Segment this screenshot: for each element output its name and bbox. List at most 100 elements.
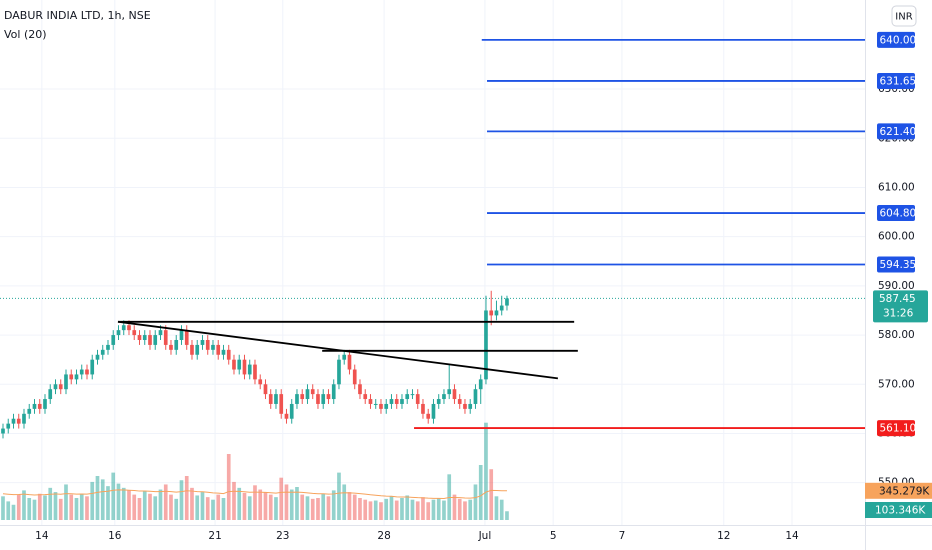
indicator-title: Vol (20) (4, 28, 47, 41)
candle-body (132, 330, 137, 336)
volume-bar (58, 498, 63, 520)
candle-body (205, 339, 210, 350)
volume-bar (195, 495, 200, 520)
candle-body (316, 394, 320, 404)
volume-bar (400, 498, 404, 520)
volume-bar (43, 495, 47, 520)
candle-body (331, 384, 336, 400)
y-tick-label: 590.00 (878, 280, 915, 292)
candle-body (148, 335, 152, 345)
volume-bar (169, 494, 173, 520)
volume-bar (452, 494, 457, 520)
volume-bar (421, 497, 425, 520)
volume-bar (247, 496, 252, 520)
volume-bar (148, 493, 152, 520)
volume-bar (153, 496, 158, 520)
candle-body (95, 354, 100, 360)
trendline (117, 320, 559, 380)
candle-body (358, 384, 362, 395)
volume-bar (32, 499, 37, 520)
volume-bar (95, 476, 100, 520)
candle-body (384, 403, 389, 409)
candle-body (22, 413, 26, 424)
candle-body (43, 399, 47, 409)
candle-body (295, 394, 299, 404)
candle-body (473, 389, 478, 404)
currency-button[interactable] (891, 5, 917, 27)
candle-body (211, 344, 215, 350)
volume-bar (384, 498, 389, 520)
candle-body (263, 384, 268, 395)
candle-body (310, 389, 315, 395)
candle-body (289, 403, 294, 419)
volume-ma-label: 345.279K (879, 485, 930, 497)
x-tick-label: 7 (619, 530, 626, 542)
candle-body (184, 330, 189, 345)
candle-body (436, 399, 441, 404)
candle-body (216, 344, 221, 355)
candle-body (190, 344, 194, 355)
candle-body (27, 408, 32, 414)
candle-body (452, 389, 457, 400)
volume-bar (478, 465, 483, 520)
volume-bar (11, 504, 16, 520)
candle-body (326, 394, 331, 400)
volume-bar (184, 476, 189, 520)
candle-body (494, 310, 499, 316)
volume-bar (331, 490, 336, 520)
volume-bar (137, 498, 142, 520)
volume-bar (347, 492, 352, 520)
volume-bar (163, 484, 168, 520)
last-price-badge (873, 290, 928, 323)
volume-bar (505, 511, 509, 520)
candle-body (410, 394, 415, 396)
candle-body (447, 389, 452, 395)
drawing-layer (0, 38, 865, 429)
volume-bar (142, 491, 147, 520)
volume-bar (415, 501, 420, 520)
volume-bar (263, 492, 268, 520)
volume-bar (489, 469, 494, 520)
candle-body (6, 423, 11, 429)
candle-body (153, 335, 158, 345)
volume-bar (200, 492, 205, 520)
candle-body (232, 359, 236, 370)
volume-bar (253, 485, 257, 520)
x-tick-label: 5 (550, 530, 557, 542)
x-tick-label: 23 (276, 530, 289, 542)
y-tick-label: 580.00 (878, 329, 915, 341)
candle-body (305, 389, 310, 400)
candle-body (394, 399, 399, 404)
level-label: 631.65 (880, 75, 917, 87)
volume-bar (232, 481, 236, 520)
volume-bar (295, 487, 299, 520)
x-tick-label: 14 (785, 530, 799, 542)
volume-bar (289, 489, 294, 520)
volume-bar (211, 499, 215, 520)
volume-bar (27, 498, 32, 520)
x-tick-label: 16 (108, 530, 122, 542)
volume-bar (132, 494, 137, 520)
candle-body (174, 339, 179, 350)
level-badge (877, 205, 915, 222)
candle-body (11, 418, 16, 424)
candle-body (321, 394, 326, 404)
x-tick-label: 12 (717, 530, 730, 542)
volume-bar (352, 494, 357, 520)
candle-body (405, 394, 410, 400)
volume-bar (342, 484, 347, 520)
volume-bar (442, 500, 446, 520)
level-label: 604.80 (880, 208, 917, 220)
volume-bar (499, 499, 504, 520)
volume-bar (158, 489, 163, 520)
volume-bar (121, 487, 126, 520)
volume-bar (1, 496, 5, 520)
level-badge (877, 31, 915, 48)
candle-body (415, 394, 420, 404)
volume-bar (74, 498, 79, 520)
candle-body (237, 359, 242, 370)
volume-bar (310, 498, 315, 520)
volume-bar (116, 483, 121, 520)
x-tick-label: 28 (377, 530, 390, 542)
volume-badge (865, 502, 932, 518)
